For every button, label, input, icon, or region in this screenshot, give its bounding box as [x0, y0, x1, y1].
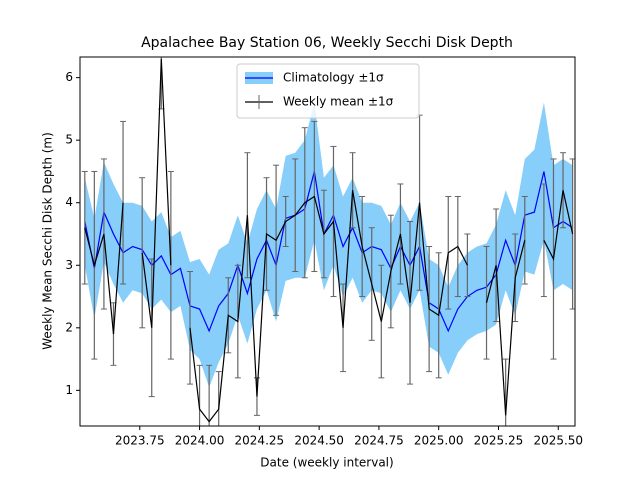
x-axis-label: Date (weekly interval)	[260, 456, 393, 470]
x-tick-label: 2025.00	[414, 434, 464, 448]
x-tick-label: 2024.00	[175, 434, 225, 448]
x-tick-label: 2024.50	[294, 434, 344, 448]
legend-label: Weekly mean ±1σ	[283, 95, 394, 109]
plot-area	[81, 57, 575, 426]
x-tick-label: 2023.75	[115, 434, 165, 448]
x-tick-label: 2024.25	[235, 434, 285, 448]
climatology-band	[84, 102, 573, 388]
legend-box	[236, 63, 420, 119]
climatology-line	[84, 171, 573, 333]
y-tick-label: 1	[65, 383, 73, 397]
y-tick-label: 6	[65, 70, 73, 84]
legend-label: Climatology ±1σ	[283, 71, 384, 85]
chart-title: Apalachee Bay Station 06, Weekly Secchi …	[141, 35, 513, 51]
y-tick-label: 4	[65, 195, 73, 209]
weekly-line	[84, 58, 574, 423]
y-axis-label: Weekly Mean Secchi Disk Depth (m)	[41, 132, 55, 350]
x-tick-label: 2025.50	[533, 434, 583, 448]
x-tick-label: 2025.25	[474, 434, 524, 448]
x-tick-label: 2024.75	[354, 434, 404, 448]
axes-frame	[79, 56, 576, 427]
y-tick-label: 2	[65, 320, 73, 334]
y-tick-label: 5	[65, 133, 73, 147]
y-tick-label: 3	[65, 258, 73, 272]
